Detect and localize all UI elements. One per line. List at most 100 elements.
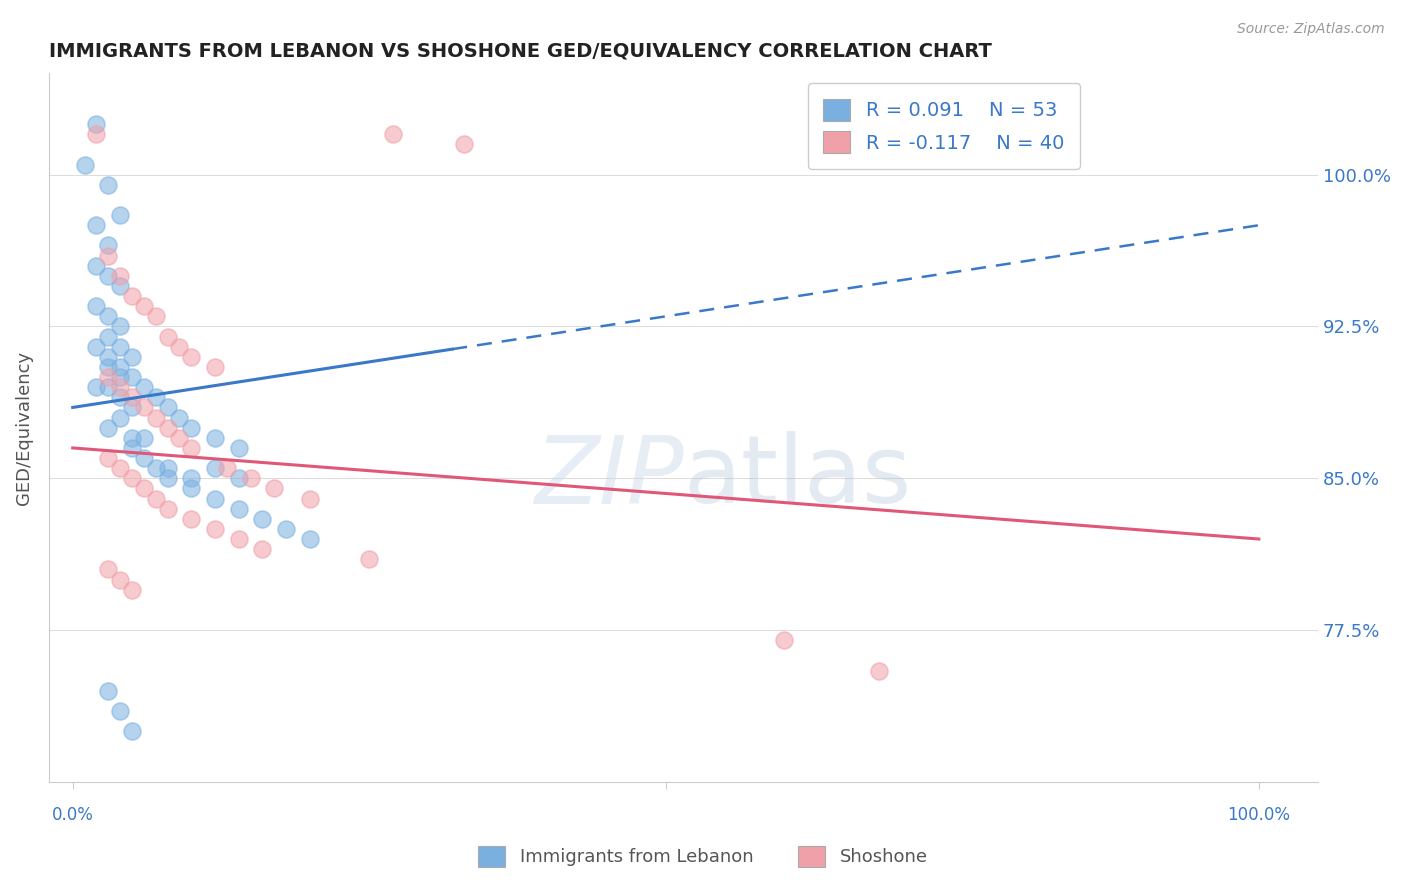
Text: 0.0%: 0.0%	[52, 806, 94, 824]
Point	[868, 664, 890, 678]
Point	[132, 431, 155, 445]
Point	[97, 359, 120, 374]
Point	[228, 532, 250, 546]
Point	[180, 512, 202, 526]
Point	[73, 157, 96, 171]
Point	[204, 359, 226, 374]
Point	[156, 501, 179, 516]
Point	[359, 552, 381, 566]
Point	[97, 350, 120, 364]
Point	[180, 471, 202, 485]
Point	[204, 491, 226, 506]
Point	[121, 370, 143, 384]
Point	[453, 137, 475, 152]
Point	[180, 350, 202, 364]
Point	[121, 582, 143, 597]
Point	[108, 319, 131, 334]
Point	[145, 390, 167, 404]
Point	[381, 127, 404, 141]
Point	[121, 441, 143, 455]
Point	[97, 178, 120, 192]
Point	[169, 431, 191, 445]
Text: Source: ZipAtlas.com: Source: ZipAtlas.com	[1237, 22, 1385, 37]
Text: atlas: atlas	[683, 431, 912, 524]
Point	[156, 471, 179, 485]
Point	[132, 380, 155, 394]
Point	[108, 410, 131, 425]
Point	[132, 451, 155, 466]
Point	[132, 299, 155, 313]
Point	[97, 268, 120, 283]
Point	[145, 410, 167, 425]
Point	[298, 532, 321, 546]
Point	[86, 299, 108, 313]
Text: 100.0%: 100.0%	[1227, 806, 1291, 824]
Point	[108, 268, 131, 283]
Point	[108, 390, 131, 404]
Point	[86, 259, 108, 273]
Point	[298, 491, 321, 506]
Point	[108, 279, 131, 293]
Point	[108, 461, 131, 475]
Point	[108, 340, 131, 354]
Point	[239, 471, 262, 485]
Point	[121, 390, 143, 404]
Point	[204, 431, 226, 445]
Point	[169, 340, 191, 354]
Point	[97, 249, 120, 263]
Text: IMMIGRANTS FROM LEBANON VS SHOSHONE GED/EQUIVALENCY CORRELATION CHART: IMMIGRANTS FROM LEBANON VS SHOSHONE GED/…	[49, 42, 991, 61]
Point	[228, 441, 250, 455]
Point	[86, 127, 108, 141]
Point	[145, 491, 167, 506]
Point	[156, 420, 179, 434]
Point	[263, 482, 285, 496]
Point	[132, 401, 155, 415]
Point	[108, 208, 131, 222]
Point	[97, 310, 120, 324]
Point	[97, 329, 120, 343]
Point	[108, 359, 131, 374]
Text: ZIP: ZIP	[534, 432, 683, 523]
Point	[180, 482, 202, 496]
Point	[252, 512, 274, 526]
Point	[97, 562, 120, 576]
Point	[108, 380, 131, 394]
Point	[228, 471, 250, 485]
Point	[121, 431, 143, 445]
Point	[145, 461, 167, 475]
Point	[86, 117, 108, 131]
Point	[108, 573, 131, 587]
Point	[169, 410, 191, 425]
Point	[108, 704, 131, 718]
Point	[121, 401, 143, 415]
Point	[121, 350, 143, 364]
Y-axis label: GED/Equivalency: GED/Equivalency	[15, 351, 32, 505]
Point	[215, 461, 238, 475]
Point	[97, 683, 120, 698]
Point	[97, 370, 120, 384]
Point	[121, 289, 143, 303]
Point	[156, 401, 179, 415]
Point	[204, 522, 226, 536]
Point	[156, 329, 179, 343]
Point	[86, 219, 108, 233]
Point	[97, 420, 120, 434]
Point	[86, 340, 108, 354]
Point	[97, 238, 120, 252]
Point	[228, 501, 250, 516]
Point	[773, 633, 796, 648]
Legend: R = 0.091    N = 53, R = -0.117    N = 40: R = 0.091 N = 53, R = -0.117 N = 40	[807, 83, 1080, 169]
Point	[252, 542, 274, 557]
Point	[204, 461, 226, 475]
Point	[108, 370, 131, 384]
Point	[121, 724, 143, 739]
Point	[97, 451, 120, 466]
Point	[97, 380, 120, 394]
Point	[145, 310, 167, 324]
Point	[86, 380, 108, 394]
Point	[180, 441, 202, 455]
Legend: Immigrants from Lebanon, Shoshone: Immigrants from Lebanon, Shoshone	[471, 838, 935, 874]
Point	[180, 420, 202, 434]
Point	[276, 522, 298, 536]
Point	[121, 471, 143, 485]
